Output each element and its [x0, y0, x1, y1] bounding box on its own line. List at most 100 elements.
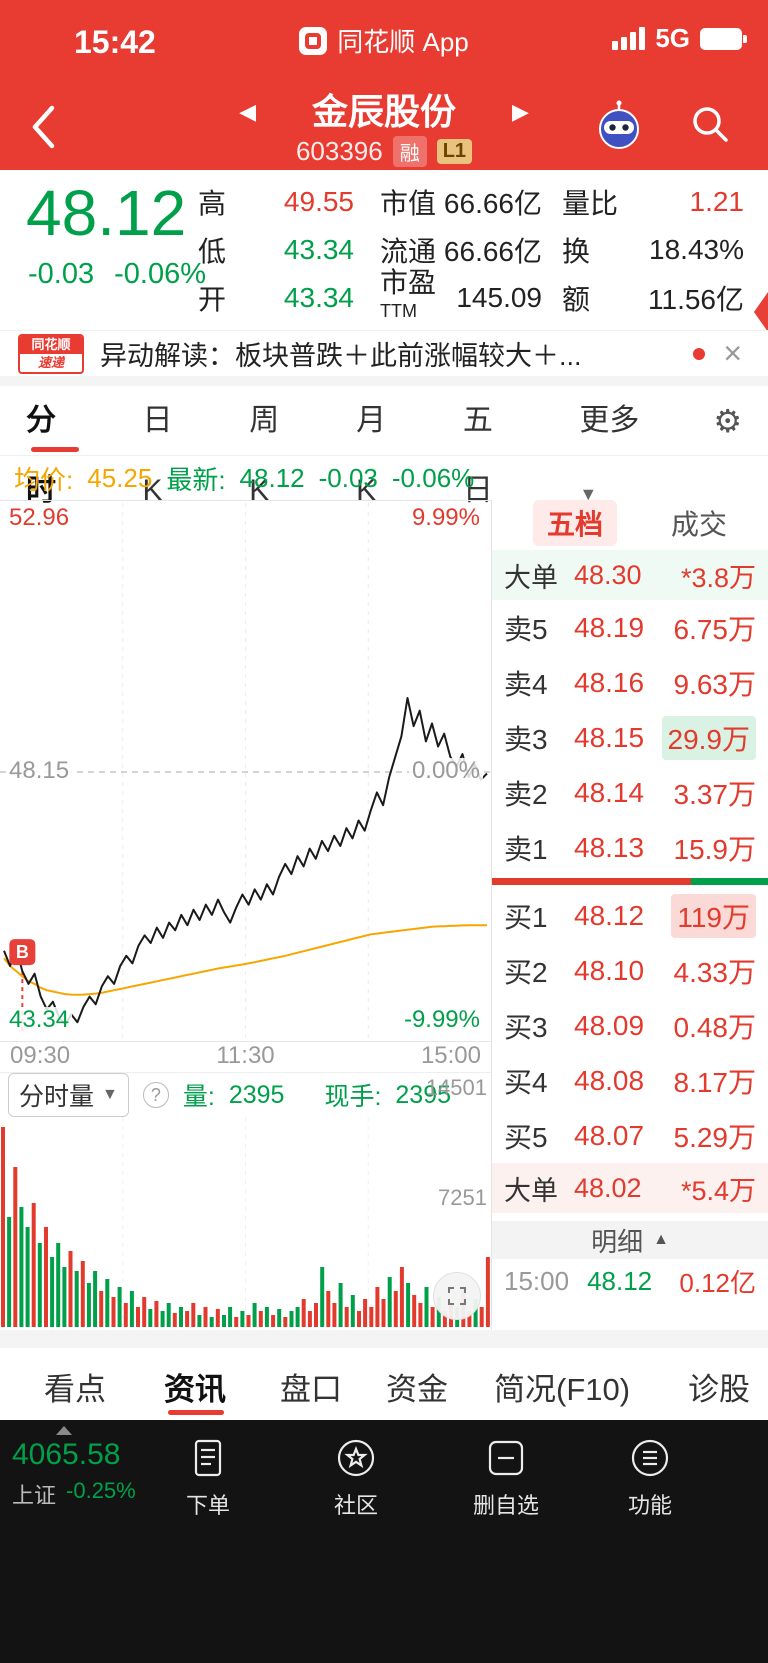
volume-type-selector[interactable]: 分时量 ▼ [8, 1073, 129, 1117]
help-icon[interactable]: ? [142, 1082, 169, 1108]
stock-code: 603396 [295, 136, 383, 166]
detail-toggle[interactable]: 明细 ▲ [492, 1221, 768, 1259]
ratio-green [690, 878, 768, 885]
bid-row-2[interactable]: 买2 48.10 4.33万 [504, 954, 756, 988]
turnover-label: 换 [562, 236, 591, 267]
high-label: 高 [198, 188, 227, 219]
express-logo-icon: 同花顺 速递 [18, 333, 84, 374]
news-ticker[interactable]: 同花顺 速递 异动解读：板块普跌＋此前涨幅较大＋... × [0, 330, 768, 376]
signal-icon [612, 26, 646, 50]
index-change: -0.25% [66, 1478, 136, 1503]
bottom-nav-bar: 4065.58 上证 -0.25% 下单 社区 删自选 功能 [0, 1420, 768, 1663]
unread-dot-icon [693, 347, 706, 360]
last-trade-row[interactable]: 15:00 48.12 0.12亿 [492, 1259, 768, 1303]
back-button[interactable] [22, 98, 66, 161]
volume-axis-mid: 7251 [438, 1185, 487, 1210]
tab-news[interactable]: 资讯 [164, 1372, 226, 1407]
open-value: 43.34 [283, 282, 354, 313]
close-icon[interactable]: × [723, 335, 742, 371]
tab-minute[interactable]: 分时 [26, 386, 85, 507]
index-name: 上证 [12, 1483, 57, 1508]
tab-deals[interactable]: 成交 [670, 509, 727, 540]
index-quote[interactable]: 4065.58 上证 -0.25% [12, 1438, 136, 1510]
buy-signal-badge [9, 939, 36, 966]
ask-row-1[interactable]: 卖1 48.13 15.9万 [504, 831, 756, 865]
assistant-robot-icon[interactable] [592, 98, 646, 159]
buy-signal-label: B [16, 942, 29, 962]
menu-circle-icon [631, 1439, 669, 1477]
tab-more[interactable]: 更多▼ [579, 403, 640, 504]
pe-value: 145.09 [456, 282, 542, 313]
tab-funds[interactable]: 资金 [386, 1372, 448, 1407]
ask-row-4[interactable]: 卖4 48.16 9.63万 [504, 666, 756, 700]
period-tab-bar: 分时 日K 周K 月K 五日 更多▼ ⚙ [0, 386, 768, 507]
tab-orderbook[interactable]: 盘口 [280, 1372, 342, 1407]
nav-place-order[interactable]: 下单 [148, 1436, 268, 1520]
ask-row-3[interactable]: 卖3 48.15 29.9万 [492, 710, 768, 765]
chart-legend: 均价: 45.25 最新: 48.12 -0.03 -0.06% [0, 456, 491, 500]
big-order-price: 48.30 [574, 559, 642, 590]
tab-diagnosis[interactable]: 诊股 [688, 1372, 750, 1407]
nav-remove-watchlist[interactable]: 删自选 [446, 1436, 566, 1520]
tab-weekly[interactable]: 周K [249, 403, 280, 507]
time-close: 15:00 [420, 1042, 481, 1069]
news-text[interactable]: 异动解读：板块普跌＋此前涨幅较大＋... [100, 341, 582, 371]
big-order-volume: *5.4万 [680, 1175, 756, 1206]
margin-badge: 融 [392, 136, 427, 167]
latest-chg-pct: -0.06% [391, 462, 475, 493]
latest-value: 48.12 [239, 462, 305, 493]
ask-row-5[interactable]: 卖5 48.19 6.75万 [504, 611, 756, 645]
status-bar: 15:42 同花顺 App 5G [0, 0, 768, 84]
expand-caret-icon[interactable] [56, 1426, 72, 1435]
next-stock-icon[interactable]: ▶ [512, 99, 529, 124]
price-change: -0.03 -0.06% [28, 258, 206, 291]
app-logo-icon [299, 26, 328, 55]
big-sell-order-row[interactable]: 大单 48.30 *3.8万 [492, 550, 768, 600]
turnover-value: 18.43% [649, 234, 744, 265]
tab-fiveday[interactable]: 五日 [462, 403, 493, 507]
trade-amount: 0.12亿 [679, 1267, 756, 1298]
big-order-price: 48.02 [574, 1172, 642, 1203]
settings-gear-icon[interactable]: ⚙ [713, 402, 742, 439]
divider [0, 1330, 768, 1348]
active-tab-underline [168, 1410, 224, 1415]
app-banner[interactable]: 同花顺 App [0, 22, 768, 59]
bid-row-3[interactable]: 买3 48.09 0.48万 [504, 1009, 756, 1043]
volratio-value: 1.21 [689, 186, 745, 217]
prev-stock-icon[interactable]: ◀ [239, 99, 256, 124]
big-order-label: 大单 [504, 562, 558, 593]
hand-label: 现手: [324, 1083, 382, 1111]
time-axis: 09:30 11:30 15:00 [0, 1042, 491, 1072]
avg-value: 45.25 [87, 462, 153, 493]
intraday-chart[interactable]: B 52.96 9.99% 48.15 0.00% 43.34 -9.99% [0, 500, 491, 1042]
divider [0, 376, 768, 386]
edge-flag-icon[interactable] [754, 292, 768, 332]
search-icon[interactable] [688, 102, 734, 153]
volume-pane[interactable]: 分时量 ▼ ? 量: 2395 现手: 2395 14501 7251 [0, 1072, 491, 1330]
order-doc-icon [194, 1439, 222, 1477]
time-mid: 11:30 [216, 1042, 275, 1069]
volume-value: 2395 [228, 1080, 285, 1109]
chevron-up-icon: ▲ [653, 1231, 669, 1248]
quote-panel[interactable]: 48.12 -0.03 -0.06% 高 49.55 低 43.34 开 43.34 … [0, 170, 768, 332]
fullscreen-button[interactable] [433, 1272, 481, 1320]
bid-row-4[interactable]: 买4 48.08 8.17万 [504, 1064, 756, 1098]
low-label: 低 [198, 236, 227, 267]
bid-row-5[interactable]: 买5 48.07 5.29万 [504, 1119, 756, 1153]
volume-label: 量: [182, 1083, 215, 1111]
bid-row-1[interactable]: 买1 48.12 119万 [492, 888, 768, 943]
ask-row-2[interactable]: 卖2 48.14 3.37万 [504, 776, 756, 810]
nav-functions[interactable]: 功能 [590, 1436, 710, 1520]
tab-daily[interactable]: 日K [142, 403, 173, 507]
tab-profile-f10[interactable]: 简况(F10) [494, 1372, 631, 1407]
big-buy-order-row[interactable]: 大单 48.02 *5.4万 [492, 1163, 768, 1213]
network-type: 5G [655, 23, 690, 53]
tab-five-levels[interactable]: 五档 [532, 500, 617, 546]
big-order-volume: *3.8万 [680, 562, 756, 593]
change-percent: -0.06% [114, 258, 206, 290]
nav-community[interactable]: 社区 [296, 1436, 416, 1520]
trade-time: 15:00 [504, 1265, 570, 1296]
tab-monthly[interactable]: 月K [356, 403, 387, 507]
pe-label: 市盈TTM [380, 267, 437, 322]
tab-highlights[interactable]: 看点 [44, 1372, 106, 1407]
